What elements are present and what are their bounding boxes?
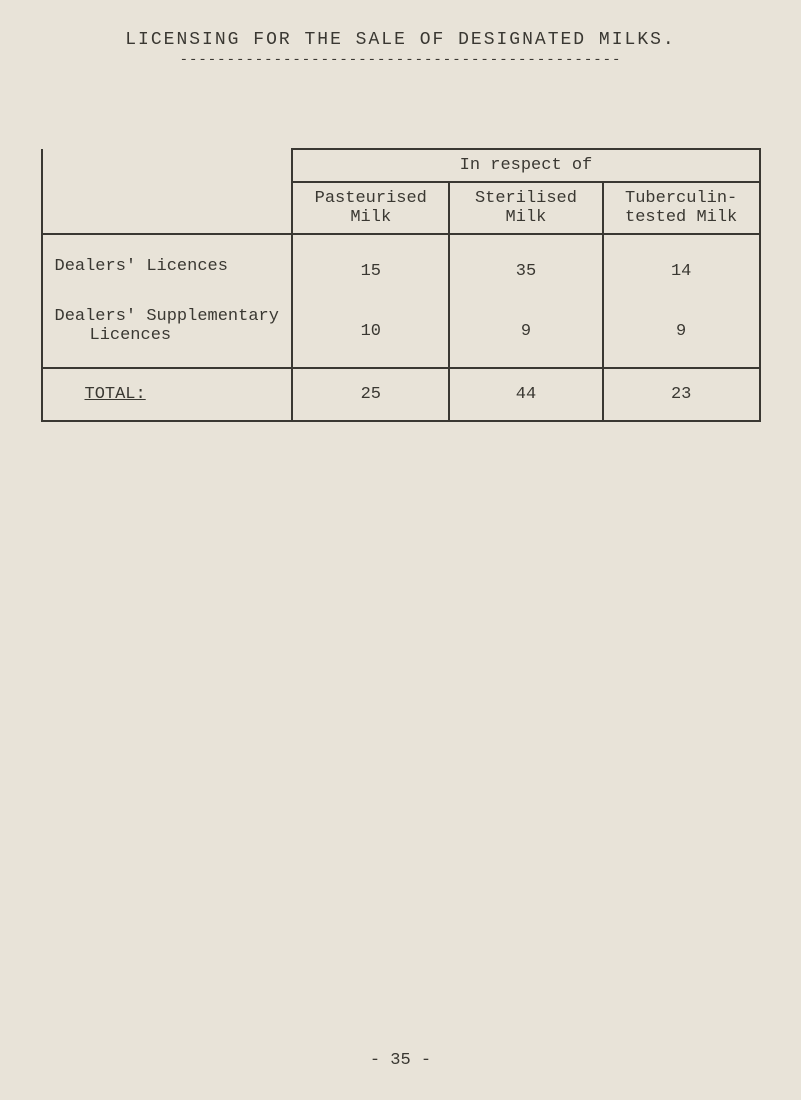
dealers-pasteurised: 15	[361, 262, 381, 281]
corner-cell	[42, 149, 293, 234]
total-tuberculin: 23	[603, 368, 760, 421]
table-container: In respect of Pasteurised Milk Sterilise…	[41, 148, 761, 422]
supplementary-tuberculin: 9	[676, 322, 686, 341]
sterilised-data: 35 9	[449, 234, 603, 368]
total-pasteurised: 25	[292, 368, 449, 421]
milk-licences-table: In respect of Pasteurised Milk Sterilise…	[41, 148, 761, 422]
supplementary-pasteurised: 10	[361, 322, 381, 341]
page-title: LICENSING FOR THE SALE OF DESIGNATED MIL…	[0, 30, 801, 50]
dealers-label: Dealers' Licences	[55, 257, 284, 276]
dealers-sterilised: 35	[516, 262, 536, 281]
supplementary-label-line1: Dealers' Supplementary	[55, 307, 284, 326]
pasteurised-data: 15 10	[292, 234, 449, 368]
col-header-sterilised: Sterilised Milk	[449, 182, 603, 234]
col-header-pasteurised: Pasteurised Milk	[292, 182, 449, 234]
col-header-tuberculin: Tuberculin-tested Milk	[603, 182, 760, 234]
total-sterilised: 44	[449, 368, 603, 421]
total-label-cell: TOTAL:	[42, 368, 293, 421]
tuberculin-data: 14 9	[603, 234, 760, 368]
spanning-header: In respect of	[292, 149, 759, 182]
total-label: TOTAL:	[55, 385, 146, 404]
supplementary-sterilised: 9	[521, 322, 531, 341]
page-number: - 35 -	[0, 1051, 801, 1070]
row-labels-cell: Dealers' Licences Dealers' Supplementary…	[42, 234, 293, 368]
dealers-tuberculin: 14	[671, 262, 691, 281]
title-underline: ----------------------------------------…	[0, 52, 801, 68]
supplementary-label-line2: Licences	[55, 326, 284, 345]
